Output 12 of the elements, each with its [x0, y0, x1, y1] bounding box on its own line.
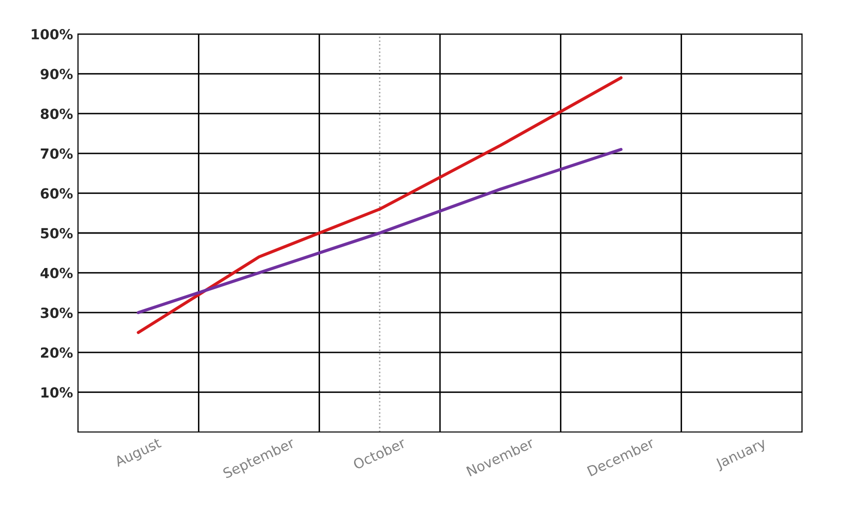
y-tick-label: 20%: [40, 347, 73, 358]
line-series: [136, 148, 623, 314]
y-tick-label: 70%: [40, 148, 73, 159]
line-series: [136, 76, 623, 334]
y-tick-label: 10%: [41, 387, 73, 398]
y-tick-label: 40%: [40, 268, 73, 278]
y-tick-label: 30%: [40, 308, 73, 318]
y-tick-label: 90%: [40, 68, 73, 80]
y-tick-label: 60%: [40, 188, 73, 199]
y-tick-label: 80%: [40, 108, 73, 120]
y-tick-label: 50%: [40, 228, 73, 238]
y-tick-label: 100%: [32, 28, 73, 40]
